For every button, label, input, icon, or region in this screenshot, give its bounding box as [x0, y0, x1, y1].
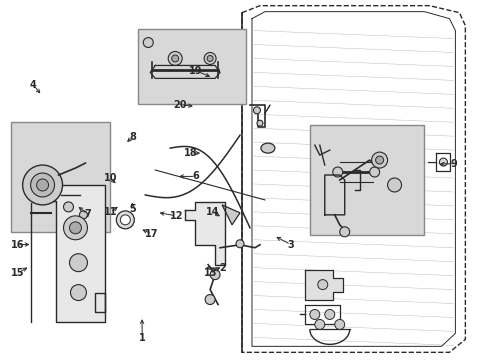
Circle shape — [207, 55, 213, 62]
FancyBboxPatch shape — [309, 125, 424, 235]
Text: 19: 19 — [188, 66, 202, 76]
Text: 2: 2 — [219, 263, 225, 273]
Circle shape — [120, 215, 130, 225]
Circle shape — [63, 216, 87, 240]
Circle shape — [143, 37, 153, 48]
Circle shape — [369, 167, 379, 177]
Circle shape — [324, 310, 334, 319]
Text: 16: 16 — [11, 239, 24, 249]
Circle shape — [69, 222, 81, 234]
Text: 11: 11 — [103, 207, 117, 217]
Circle shape — [339, 227, 349, 237]
FancyBboxPatch shape — [11, 122, 110, 232]
Circle shape — [31, 173, 55, 197]
Circle shape — [236, 240, 244, 248]
Circle shape — [116, 211, 134, 229]
Text: 20: 20 — [173, 100, 186, 110]
Text: 4: 4 — [30, 80, 37, 90]
Circle shape — [168, 51, 182, 66]
Circle shape — [387, 178, 401, 192]
Polygon shape — [304, 270, 342, 300]
Text: 6: 6 — [192, 171, 199, 181]
Text: 12: 12 — [169, 211, 183, 221]
Circle shape — [171, 55, 178, 62]
Text: 18: 18 — [183, 148, 197, 158]
Circle shape — [37, 179, 48, 191]
Text: 3: 3 — [287, 239, 294, 249]
Circle shape — [314, 319, 324, 329]
Text: 13: 13 — [203, 268, 217, 278]
Text: 15: 15 — [11, 268, 24, 278]
FancyBboxPatch shape — [322, 148, 396, 197]
Circle shape — [204, 294, 215, 305]
Text: 7: 7 — [84, 209, 91, 219]
Text: 10: 10 — [103, 173, 117, 183]
Circle shape — [309, 310, 319, 319]
Circle shape — [253, 107, 260, 114]
Text: 1: 1 — [139, 333, 145, 343]
Text: 8: 8 — [129, 132, 136, 142]
FancyBboxPatch shape — [138, 28, 245, 104]
Circle shape — [334, 319, 344, 329]
Text: 9: 9 — [450, 159, 457, 169]
Circle shape — [317, 280, 327, 289]
Circle shape — [69, 254, 87, 272]
Text: 17: 17 — [145, 229, 158, 239]
Polygon shape — [50, 185, 105, 323]
Circle shape — [332, 167, 342, 177]
Circle shape — [63, 202, 73, 212]
Circle shape — [256, 120, 263, 126]
Ellipse shape — [261, 143, 274, 153]
Circle shape — [375, 156, 383, 164]
Polygon shape — [222, 205, 240, 225]
Circle shape — [371, 152, 387, 168]
Circle shape — [70, 285, 86, 301]
Circle shape — [439, 158, 447, 166]
Polygon shape — [185, 202, 224, 265]
Circle shape — [22, 165, 62, 205]
Circle shape — [210, 270, 220, 280]
Text: 14: 14 — [205, 207, 219, 217]
Text: 5: 5 — [129, 204, 136, 214]
Circle shape — [80, 211, 87, 219]
Circle shape — [203, 53, 216, 64]
